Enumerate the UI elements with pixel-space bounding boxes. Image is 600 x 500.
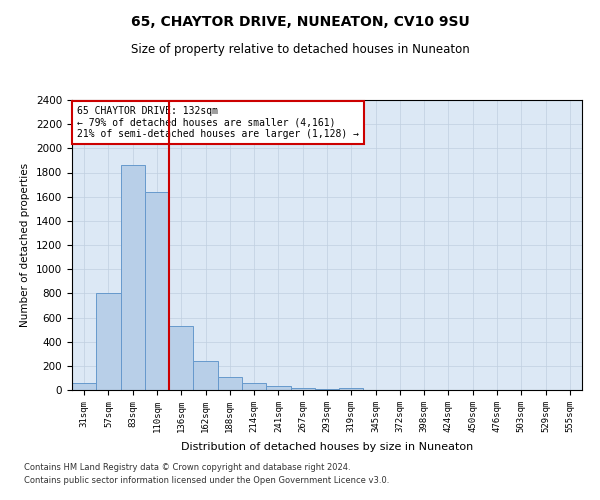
Text: Contains HM Land Registry data © Crown copyright and database right 2024.: Contains HM Land Registry data © Crown c… [24, 464, 350, 472]
Bar [315, 389, 339, 390]
Text: Distribution of detached houses by size in Nuneaton: Distribution of detached houses by size … [181, 442, 473, 452]
Bar [72, 384, 96, 390]
Bar [242, 384, 266, 390]
Bar [266, 386, 290, 390]
Text: Contains public sector information licensed under the Open Government Licence v3: Contains public sector information licen… [24, 476, 389, 485]
Text: 65 CHAYTOR DRIVE: 132sqm
← 79% of detached houses are smaller (4,161)
21% of sem: 65 CHAYTOR DRIVE: 132sqm ← 79% of detach… [77, 106, 359, 139]
Text: 65, CHAYTOR DRIVE, NUNEATON, CV10 9SU: 65, CHAYTOR DRIVE, NUNEATON, CV10 9SU [131, 15, 469, 29]
Text: Size of property relative to detached houses in Nuneaton: Size of property relative to detached ho… [131, 42, 469, 56]
Bar [121, 165, 145, 390]
Y-axis label: Number of detached properties: Number of detached properties [20, 163, 31, 327]
Bar [96, 294, 121, 390]
Bar [218, 378, 242, 390]
Bar [193, 361, 218, 390]
Bar [290, 388, 315, 390]
Bar [339, 388, 364, 390]
Bar [169, 326, 193, 390]
Bar [145, 192, 169, 390]
